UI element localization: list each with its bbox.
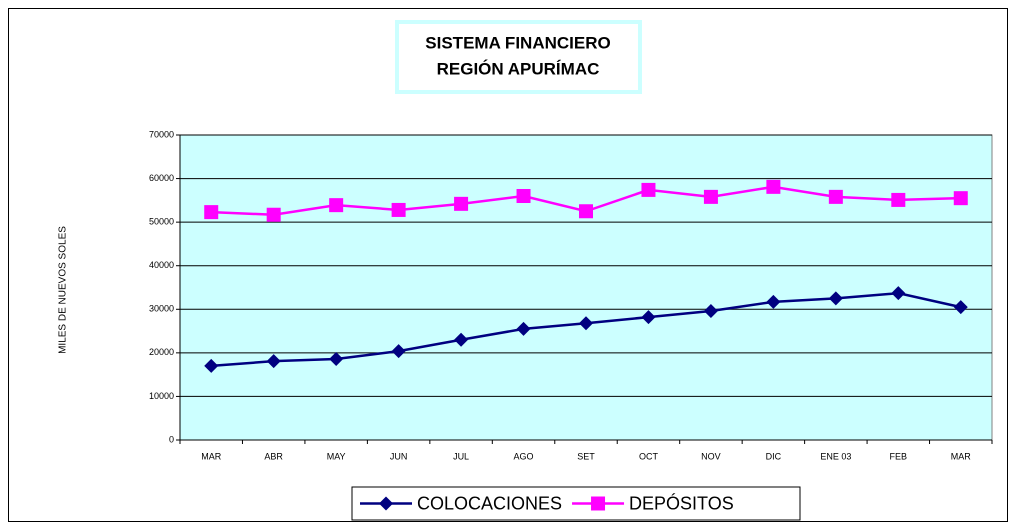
data-point xyxy=(516,189,531,203)
legend-box xyxy=(351,486,801,521)
data-point xyxy=(266,354,281,369)
legend-marker xyxy=(591,496,606,511)
chart-title: SISTEMA FINANCIERO xyxy=(425,33,610,52)
data-point xyxy=(204,205,219,220)
data-point xyxy=(703,189,718,204)
x-tick-label: AGO xyxy=(514,451,534,461)
data-point xyxy=(953,191,968,206)
data-point xyxy=(828,291,843,306)
x-tick-label: FEB xyxy=(890,451,908,461)
x-tick-label: JUL xyxy=(453,451,469,461)
data-point xyxy=(703,304,718,319)
data-point xyxy=(766,179,781,194)
data-point xyxy=(641,310,656,325)
x-tick-label: MAY xyxy=(327,451,346,461)
x-tick-label: DIC xyxy=(766,451,782,461)
x-tick-label: JUN xyxy=(390,451,408,461)
data-point xyxy=(391,202,406,217)
y-tick-label: 30000 xyxy=(149,304,174,314)
x-tick-label: MAR xyxy=(201,451,222,461)
data-point xyxy=(579,316,593,331)
y-tick-label: 40000 xyxy=(149,260,174,270)
data-point xyxy=(329,198,344,213)
x-tick-label: OCT xyxy=(639,451,659,461)
data-point xyxy=(766,294,781,309)
legend-marker xyxy=(379,496,393,511)
data-point xyxy=(891,286,906,301)
data-point xyxy=(329,351,344,366)
y-tick-label: 0 xyxy=(169,434,174,444)
data-point xyxy=(828,189,843,204)
chart-title: REGIÓN APURÍMAC xyxy=(437,59,600,78)
y-tick-label: 50000 xyxy=(149,217,174,227)
data-point xyxy=(204,358,219,373)
data-point xyxy=(266,207,281,222)
x-tick-label: SET xyxy=(577,451,595,461)
data-point xyxy=(454,196,469,211)
plot-area xyxy=(179,134,993,441)
x-tick-label: ABR xyxy=(264,451,283,461)
legend-label: DEPÓSITOS xyxy=(629,492,734,513)
title-box xyxy=(395,20,642,94)
data-point xyxy=(641,182,656,197)
y-axis-label: MILES DE NUEVOS SOLES xyxy=(58,226,69,354)
data-point xyxy=(891,192,906,207)
y-tick-label: 20000 xyxy=(149,347,174,357)
y-tick-label: 60000 xyxy=(149,173,174,183)
x-tick-label: ENE 03 xyxy=(820,451,851,461)
data-point xyxy=(454,332,469,347)
legend-label: COLOCACIONES xyxy=(417,493,562,513)
data-point xyxy=(516,321,531,336)
y-tick-label: 10000 xyxy=(149,391,174,401)
x-tick-label: MAR xyxy=(951,451,972,461)
y-tick-label: 70000 xyxy=(149,129,174,139)
x-tick-label: NOV xyxy=(701,451,721,461)
data-point xyxy=(579,204,593,219)
data-point xyxy=(953,300,968,315)
data-point xyxy=(391,344,406,359)
